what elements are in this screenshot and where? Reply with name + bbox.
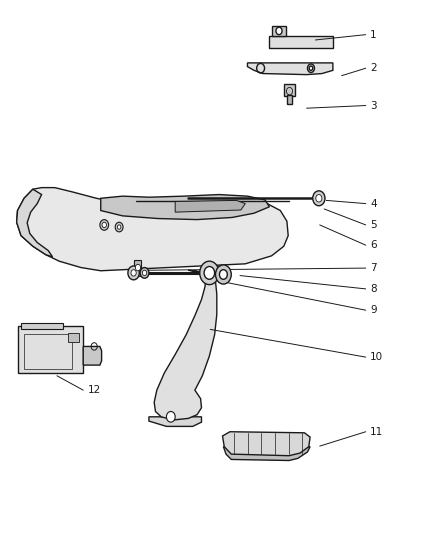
Circle shape	[128, 266, 139, 280]
Bar	[18, 326, 83, 373]
Polygon shape	[154, 270, 217, 420]
Polygon shape	[223, 447, 310, 461]
Polygon shape	[247, 63, 333, 75]
Bar	[284, 84, 295, 96]
Circle shape	[142, 270, 147, 276]
Circle shape	[204, 266, 215, 279]
Bar	[68, 333, 79, 342]
Text: 8: 8	[370, 284, 377, 294]
Polygon shape	[149, 417, 201, 426]
Circle shape	[140, 268, 149, 278]
Bar	[24, 334, 72, 369]
Bar	[134, 260, 141, 268]
Polygon shape	[223, 432, 310, 456]
Polygon shape	[17, 189, 53, 257]
Text: 11: 11	[370, 427, 383, 437]
Circle shape	[309, 66, 313, 70]
Text: 12: 12	[88, 385, 101, 395]
Text: 6: 6	[370, 240, 377, 250]
Circle shape	[215, 265, 231, 284]
Text: 4: 4	[370, 199, 377, 208]
Polygon shape	[83, 346, 102, 365]
Circle shape	[166, 411, 175, 422]
Circle shape	[135, 264, 141, 271]
Bar	[269, 36, 333, 48]
Bar	[136, 267, 140, 276]
Circle shape	[219, 270, 227, 279]
Text: 3: 3	[370, 101, 377, 110]
Text: 9: 9	[370, 305, 377, 315]
Bar	[287, 95, 292, 104]
Text: 2: 2	[370, 63, 377, 73]
Circle shape	[313, 191, 325, 206]
Circle shape	[307, 64, 314, 72]
Circle shape	[131, 270, 136, 276]
Bar	[21, 323, 63, 329]
Circle shape	[200, 261, 219, 285]
Polygon shape	[17, 188, 288, 271]
Circle shape	[276, 27, 282, 35]
Polygon shape	[101, 195, 269, 220]
Circle shape	[117, 225, 121, 229]
Text: 1: 1	[370, 30, 377, 39]
Circle shape	[316, 195, 322, 202]
Text: 5: 5	[370, 220, 377, 230]
Circle shape	[102, 222, 106, 228]
Polygon shape	[175, 200, 245, 212]
Bar	[272, 26, 286, 36]
Circle shape	[100, 220, 109, 230]
Text: 10: 10	[370, 352, 383, 362]
Circle shape	[115, 222, 123, 232]
Text: 7: 7	[370, 263, 377, 273]
